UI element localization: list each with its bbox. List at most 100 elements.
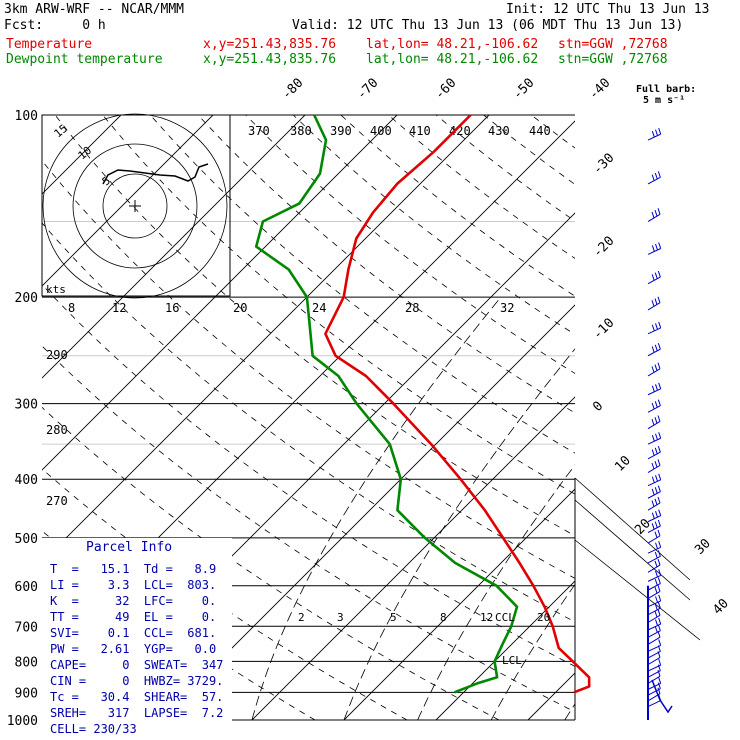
barb-flag bbox=[651, 366, 655, 373]
moist-adiabat bbox=[417, 464, 575, 720]
parcel-row: SREH= 317 LAPSE= 7.2 bbox=[50, 706, 224, 720]
barb-legend-line2: 5 m s⁻¹ bbox=[643, 95, 685, 106]
barb-flag bbox=[657, 399, 661, 406]
barb-flag bbox=[658, 382, 662, 389]
speed-tick-label: 24 bbox=[312, 301, 326, 315]
barb-flag bbox=[657, 645, 661, 652]
barb-flag bbox=[655, 243, 658, 251]
isotherm-label: 40 bbox=[710, 596, 732, 618]
barb-flag bbox=[657, 446, 661, 453]
barb-flag bbox=[657, 609, 661, 616]
dry-adiabat bbox=[388, 115, 575, 259]
lcl-label: LCL bbox=[502, 654, 522, 667]
barb-flag bbox=[655, 542, 658, 549]
barb-flag bbox=[657, 208, 661, 215]
barb-flag bbox=[657, 664, 661, 671]
isotherm bbox=[42, 115, 214, 287]
barb-flag bbox=[658, 677, 662, 684]
valid-time: Valid: 12 UTC Thu 13 Jun 13 (06 MDT Thu … bbox=[292, 18, 684, 33]
parcel-row: TT = 49 EL = 0. bbox=[50, 610, 217, 624]
barb-flag bbox=[657, 624, 661, 631]
barb-flag bbox=[657, 651, 661, 658]
parcel-row: Tc = 30.4 SHEAR= 57. bbox=[50, 690, 224, 704]
barb-flag bbox=[655, 596, 658, 603]
barb-flag bbox=[651, 462, 655, 470]
sounding-series bbox=[254, 114, 591, 694]
isotherm-label: -10 bbox=[590, 316, 617, 343]
hodograph-ring-label-5: 5 bbox=[100, 174, 113, 188]
pressure-tick-label: 900 bbox=[15, 686, 38, 701]
barb-flag bbox=[658, 127, 662, 135]
extension-line bbox=[574, 499, 691, 601]
hodograph-ring-label-10: 10 bbox=[76, 144, 95, 162]
extension-line bbox=[574, 539, 701, 641]
dewpoint-line bbox=[254, 114, 519, 694]
speed-tick-label: 16 bbox=[165, 301, 179, 315]
barb-shaft bbox=[647, 555, 661, 564]
hodograph-ring-middle bbox=[72, 143, 198, 269]
barb-flag bbox=[658, 617, 662, 625]
barb-flag bbox=[655, 323, 658, 330]
barb-flag bbox=[655, 475, 658, 482]
wind-barb bbox=[647, 270, 661, 285]
barb-flag bbox=[655, 619, 658, 626]
barb-flag bbox=[657, 171, 661, 178]
barb-shaft bbox=[647, 525, 661, 534]
isotherm-label: 20 bbox=[632, 516, 654, 538]
barb-flag bbox=[658, 432, 662, 439]
barb-flag bbox=[654, 461, 658, 468]
parcel-info-title: Parcel Info bbox=[86, 540, 173, 555]
barb-flag bbox=[651, 274, 655, 281]
isotherm bbox=[620, 115, 740, 720]
barb-flag bbox=[657, 670, 661, 677]
pressure-tick-label: 500 bbox=[15, 532, 38, 547]
pressure-tick-label: 200 bbox=[15, 291, 38, 306]
moist-adiabat bbox=[343, 348, 575, 720]
isotherm-label: -70 bbox=[354, 76, 381, 103]
wind-barb bbox=[647, 670, 661, 684]
ccl-side-label: 20 bbox=[537, 611, 550, 624]
barb-flag bbox=[658, 509, 662, 516]
extension-line bbox=[574, 477, 691, 581]
isotherm-label: -80 bbox=[279, 76, 306, 103]
hodograph-ring-outer bbox=[42, 113, 228, 299]
speed-tick-label: 28 bbox=[405, 301, 419, 315]
barb-flag bbox=[655, 129, 658, 136]
barb-flag bbox=[654, 364, 658, 371]
barb-flag bbox=[651, 130, 655, 138]
wind-barb bbox=[647, 617, 662, 631]
isotherm bbox=[42, 115, 306, 379]
isotherm-label: 10 bbox=[612, 453, 634, 475]
theta-label: 400 bbox=[370, 124, 392, 138]
temperature-line bbox=[324, 114, 591, 694]
temperature-latlon: lat,lon= 48.21,-106.62 bbox=[366, 37, 539, 52]
mixing-ratio-label: 5 bbox=[390, 611, 397, 624]
dry-adiabat bbox=[42, 406, 500, 720]
wind-barb bbox=[647, 343, 661, 357]
barb-flag bbox=[651, 449, 655, 456]
isotherm bbox=[712, 115, 740, 720]
wind-barb bbox=[647, 541, 662, 554]
barb-flag bbox=[654, 344, 658, 351]
barb-flag bbox=[657, 343, 661, 350]
model-title: 3km ARW-WRF -- NCAR/MMM bbox=[4, 2, 185, 17]
pressure-tick-label: 400 bbox=[15, 473, 38, 488]
wind-barb bbox=[647, 415, 661, 430]
barb-shaft bbox=[647, 600, 661, 608]
barb-flag bbox=[651, 512, 655, 519]
barb-flag bbox=[657, 296, 661, 303]
speed-tick-label: 20 bbox=[233, 301, 247, 315]
parcel-row: CIN = 0 HWBZ= 3729. bbox=[50, 674, 224, 688]
temperature-legend: Temperature bbox=[6, 37, 93, 52]
ccl-label: CCL bbox=[495, 611, 515, 624]
barb-flag bbox=[651, 500, 655, 507]
barb-shaft bbox=[647, 535, 661, 544]
barb-shaft bbox=[647, 348, 661, 357]
barb-shaft bbox=[647, 614, 661, 623]
parcel-row: PW = 2.61 YGP= 0.0 bbox=[50, 642, 217, 656]
lower-right-extension bbox=[574, 477, 701, 720]
barb-flag bbox=[657, 687, 661, 694]
barb-flag bbox=[651, 418, 655, 426]
barb-flag bbox=[651, 488, 655, 496]
mixing-ratio-label: 12 bbox=[480, 611, 493, 624]
